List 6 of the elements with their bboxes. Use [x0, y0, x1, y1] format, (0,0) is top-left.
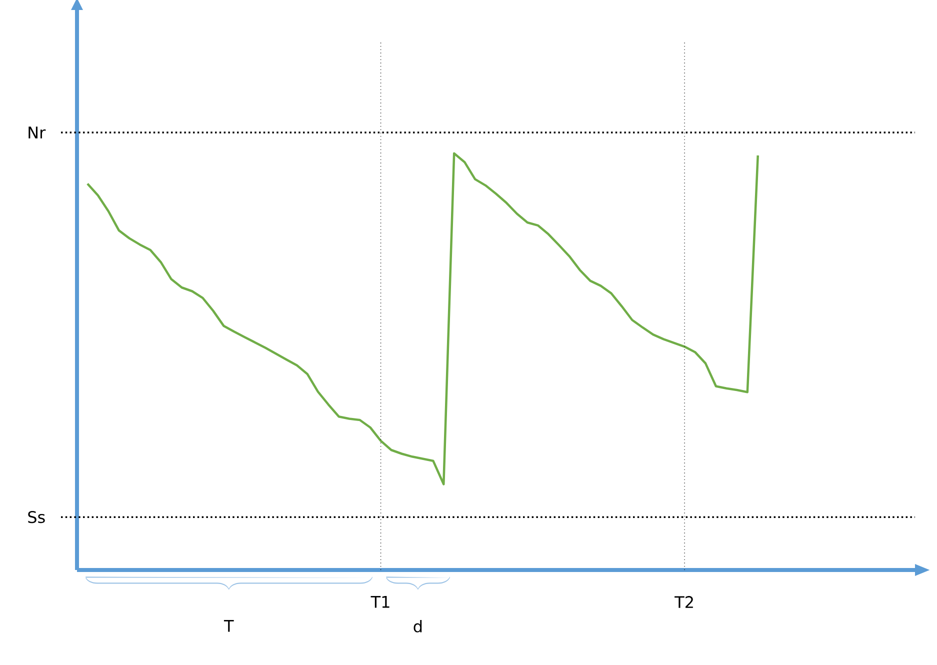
ref-line-label: Nr	[28, 126, 46, 138]
text: T	[224, 620, 234, 632]
x-tick-label: T2	[674, 596, 693, 608]
ref-line-label: Ss	[28, 511, 45, 524]
x-tick-label: T1	[370, 596, 390, 608]
text: d	[414, 620, 422, 632]
